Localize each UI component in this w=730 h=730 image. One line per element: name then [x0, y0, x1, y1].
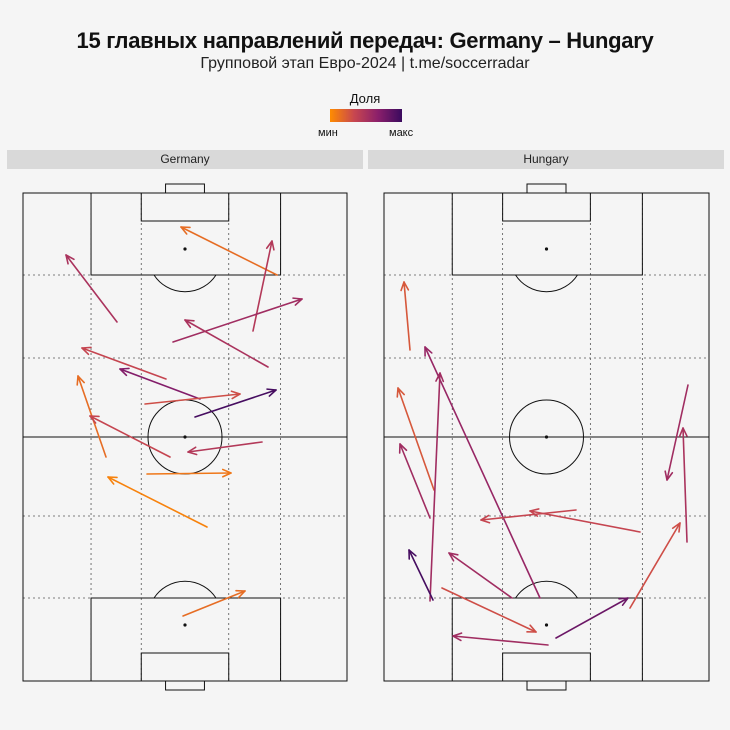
- pass-arrow-head: [678, 427, 688, 438]
- pass-arrow: [480, 509, 577, 521]
- pitch-markings: [383, 183, 710, 691]
- goal-bottom: [165, 680, 205, 691]
- pitch-germany: [22, 183, 348, 691]
- pass-arrow-head: [435, 372, 445, 383]
- pass-arrow-head: [452, 632, 463, 642]
- pass-arrow-head: [81, 346, 92, 356]
- pass-arrow-head: [424, 346, 433, 357]
- penalty-spot-top: [183, 247, 187, 251]
- goal-bottom: [526, 680, 567, 691]
- pass-arrow-head: [480, 514, 491, 524]
- pass-arrow-head: [221, 468, 232, 478]
- pass-arrow-head: [400, 281, 410, 292]
- chart-title: 15 главных направлений передач: Germany …: [76, 28, 654, 53]
- pitch-markings: [22, 183, 348, 691]
- pass-arrow-head: [266, 388, 277, 397]
- pass-arrow-head: [180, 226, 191, 235]
- center-circle: [509, 399, 584, 475]
- pass-arrows: [65, 226, 303, 617]
- pass-arrow: [182, 590, 246, 617]
- penalty-arc-bottom: [153, 580, 217, 599]
- chart-subtitle: Групповой этап Евро-2024 | t.me/soccerra…: [200, 55, 530, 72]
- penalty-area-bottom: [451, 597, 643, 682]
- pass-arrow-head: [529, 508, 540, 517]
- pass-arrow-head: [235, 589, 246, 599]
- pass-arrow: [187, 441, 263, 453]
- pass-arrow-head: [408, 549, 417, 560]
- penalty-spot-top: [544, 247, 549, 251]
- six-yard-box-top: [502, 192, 591, 222]
- pass-arrow: [441, 587, 537, 633]
- pass-arrow: [408, 549, 434, 601]
- penalty-area-top: [451, 192, 643, 276]
- pass-arrow: [107, 476, 208, 528]
- pass-arrow-head: [398, 443, 408, 454]
- legend-max-label: макс: [389, 127, 414, 139]
- pass-arrow: [194, 389, 277, 418]
- pass-arrow-head: [448, 552, 459, 562]
- pass-arrow-head: [396, 387, 405, 398]
- pass-arrow: [146, 472, 232, 475]
- pass-arrow: [252, 240, 273, 332]
- pass-arrow-head: [618, 597, 629, 606]
- pass-arrow: [397, 387, 435, 491]
- pass-arrow-head: [76, 375, 85, 386]
- six-yard-box-top: [140, 192, 230, 222]
- pass-arrow: [452, 635, 549, 646]
- pass-arrow-head: [671, 522, 681, 533]
- pass-arrow: [65, 254, 118, 323]
- goal-top: [165, 183, 205, 194]
- pitch-hungary: [383, 183, 710, 691]
- goal-top: [526, 183, 567, 194]
- pass-arrow-head: [230, 390, 241, 400]
- center-spot: [183, 435, 187, 439]
- pass-arrow: [448, 552, 513, 599]
- pass-arrow-head: [184, 319, 195, 329]
- panel-strip-hungary: Hungary: [368, 150, 724, 169]
- penalty-arc-top: [153, 274, 217, 293]
- pass-arrow: [144, 393, 241, 405]
- pass-arrow-head: [89, 415, 100, 424]
- pass-arrow: [424, 346, 541, 599]
- pass-arrow-head: [526, 624, 537, 633]
- pass-arrow: [89, 415, 171, 458]
- legend-color-bar: [330, 109, 402, 122]
- pass-arrow-head: [265, 240, 275, 251]
- pass-arrow: [555, 597, 629, 639]
- pass-arrow: [81, 347, 167, 380]
- penalty-spot-bottom: [183, 623, 187, 627]
- pass-arrow: [629, 522, 681, 609]
- legend-min-label: мин: [318, 127, 338, 139]
- penalty-area-bottom: [90, 597, 282, 682]
- pass-arrow: [399, 443, 431, 519]
- pass-arrows: [396, 281, 689, 646]
- pass-arrow-head: [664, 470, 674, 481]
- pass-arrow: [403, 281, 411, 351]
- penalty-arc-top: [515, 274, 578, 293]
- pass-arrow-head: [187, 446, 198, 456]
- penalty-arc-bottom: [515, 580, 578, 599]
- pass-arrow: [529, 510, 641, 533]
- pass-arrow: [666, 384, 689, 481]
- pass-arrow: [119, 368, 201, 400]
- panel-strip-germany: Germany: [7, 150, 363, 169]
- legend-title: Доля: [349, 91, 381, 106]
- six-yard-box-bottom: [140, 652, 230, 682]
- pass-arrow: [429, 372, 441, 602]
- pass-arrow-head: [107, 476, 118, 485]
- pass-arrow-head: [65, 254, 75, 265]
- pass-arrow-head: [119, 367, 130, 377]
- six-yard-box-bottom: [502, 652, 591, 682]
- center-spot: [544, 435, 549, 439]
- pass-arrow: [180, 226, 278, 276]
- pass-arrow-head: [292, 297, 303, 306]
- pass-arrow: [682, 427, 688, 543]
- pass-arrow: [184, 319, 269, 368]
- penalty-spot-bottom: [544, 623, 549, 627]
- pass-arrow: [172, 298, 303, 343]
